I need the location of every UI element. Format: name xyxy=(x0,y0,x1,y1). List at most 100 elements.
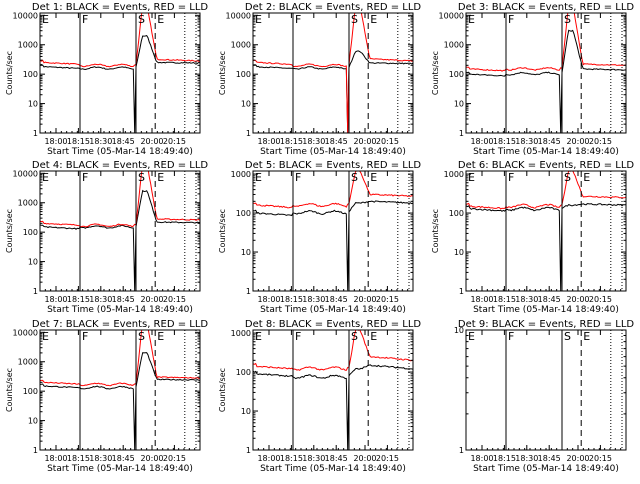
marker-f-label: F xyxy=(508,330,514,343)
chart-title: Det 4: BLACK = Events, RED = LLD xyxy=(32,160,209,171)
x-axis-label: Start Time (05-Mar-14 18:49:40) xyxy=(473,305,619,315)
x-tick-label: 20:15 xyxy=(376,454,399,463)
marker-e-start-label: E xyxy=(255,13,262,26)
x-tick-label: 20:15 xyxy=(589,454,612,463)
marker-s-label: S xyxy=(564,13,571,26)
x-tick-label: 18:00 xyxy=(470,295,493,304)
y-tick-label: 1 xyxy=(33,446,38,455)
marker-e-start-label: E xyxy=(468,13,475,26)
x-tick-label: 20:00 xyxy=(566,295,589,304)
x-tick-label: 18:15 xyxy=(67,454,90,463)
marker-e-end-label: E xyxy=(157,13,164,26)
marker-e-end-label: E xyxy=(157,171,164,184)
marker-e-end-label: E xyxy=(157,330,164,343)
y-tick-label: 1 xyxy=(459,446,464,455)
y-tick-label: 1 xyxy=(246,446,251,455)
x-axis-label: Start Time (05-Mar-14 18:49:40) xyxy=(473,147,619,157)
y-tick-label: 10 xyxy=(28,417,38,426)
plot-frame xyxy=(252,170,414,292)
y-axis-label: Counts/sec xyxy=(5,209,14,253)
x-tick-label: 18:15 xyxy=(493,454,516,463)
plot-frame xyxy=(39,12,201,134)
marker-e-start-label: E xyxy=(255,330,262,343)
y-tick-label: 1 xyxy=(33,129,38,138)
x-tick-label: 18:45 xyxy=(325,295,348,304)
y-axis-label: Counts/sec xyxy=(218,209,227,253)
marker-e-start-label: E xyxy=(255,171,262,184)
y-tick-label: 1 xyxy=(246,129,251,138)
x-tick-label: 18:45 xyxy=(538,295,561,304)
marker-f-label: F xyxy=(295,330,301,343)
series-lld-line xyxy=(40,171,200,228)
series-lld-line xyxy=(253,171,413,209)
x-tick-label: 18:45 xyxy=(112,137,135,146)
y-tick-label: 1000 xyxy=(18,199,38,208)
x-tick-label: 20:00 xyxy=(353,295,376,304)
plot-frame xyxy=(252,12,414,134)
marker-f-label: F xyxy=(82,330,88,343)
x-tick-label: 20:15 xyxy=(163,454,186,463)
marker-f-label: F xyxy=(508,13,514,26)
x-axis-label: Start Time (05-Mar-14 18:49:40) xyxy=(260,147,406,157)
series-events-line xyxy=(40,35,200,133)
y-tick-label: 1000 xyxy=(18,358,38,367)
x-axis-label: Start Time (05-Mar-14 18:49:40) xyxy=(473,464,619,474)
x-axis-label: Start Time (05-Mar-14 18:49:40) xyxy=(47,305,193,315)
x-tick-label: 18:15 xyxy=(280,137,303,146)
y-tick-label: 10000 xyxy=(13,328,38,337)
y-tick-label: 1000 xyxy=(444,170,464,179)
plot-frame xyxy=(465,329,627,451)
marker-s-label: S xyxy=(564,330,571,343)
y-axis-label: Counts/sec xyxy=(5,51,14,95)
marker-s-label: S xyxy=(138,330,145,343)
series-lld-line xyxy=(253,13,413,133)
y-tick-label: 10000 xyxy=(13,11,38,20)
x-tick-label: 18:45 xyxy=(325,454,348,463)
x-tick-label: 20:15 xyxy=(589,137,612,146)
series-lld-line xyxy=(40,330,200,387)
marker-s-label: S xyxy=(351,13,358,26)
x-tick-label: 18:30 xyxy=(302,454,325,463)
series-events-line xyxy=(253,50,413,133)
x-tick-label: 18:45 xyxy=(325,137,348,146)
y-tick-label: 100 xyxy=(23,387,38,396)
marker-e-start-label: E xyxy=(42,330,49,343)
x-tick-label: 20:00 xyxy=(566,454,589,463)
y-tick-label: 1000 xyxy=(231,170,251,179)
marker-e-end-label: E xyxy=(583,171,590,184)
x-tick-label: 20:15 xyxy=(163,295,186,304)
marker-f-label: F xyxy=(82,13,88,26)
x-tick-label: 20:15 xyxy=(376,137,399,146)
series-lld-line xyxy=(253,330,413,371)
y-tick-label: 100 xyxy=(236,368,251,377)
marker-e-start-label: E xyxy=(42,171,49,184)
x-tick-label: 18:30 xyxy=(89,454,112,463)
y-tick-label: 100 xyxy=(449,70,464,79)
x-tick-label: 20:15 xyxy=(163,137,186,146)
x-tick-label: 18:30 xyxy=(515,454,538,463)
y-tick-label: 10 xyxy=(454,326,464,335)
y-tick-label: 1000 xyxy=(231,329,251,338)
x-tick-label: 20:00 xyxy=(140,454,163,463)
x-tick-label: 20:15 xyxy=(376,295,399,304)
y-axis-label: Counts/sec xyxy=(218,51,227,95)
x-tick-label: 18:45 xyxy=(538,454,561,463)
marker-e-start-label: E xyxy=(468,171,475,184)
y-axis-label: Counts/sec xyxy=(218,368,227,412)
x-tick-label: 18:30 xyxy=(302,295,325,304)
x-tick-label: 18:15 xyxy=(67,295,90,304)
y-tick-label: 1000 xyxy=(444,41,464,50)
marker-s-label: S xyxy=(351,171,358,184)
x-tick-label: 20:00 xyxy=(140,295,163,304)
series-events-line xyxy=(466,203,626,291)
x-axis-label: Start Time (05-Mar-14 18:49:40) xyxy=(47,147,193,157)
